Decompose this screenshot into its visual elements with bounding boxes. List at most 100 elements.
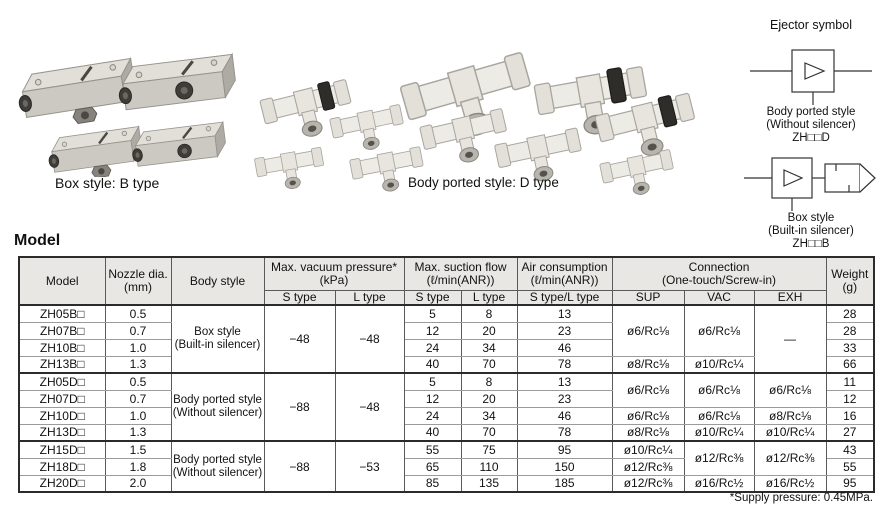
spec-cell: 43: [825, 440, 875, 459]
spec-cell: ø16/Rc½: [683, 474, 755, 493]
spec-cell: Box style (Built-in silencer): [170, 304, 265, 374]
spec-cell: 34: [460, 406, 518, 425]
spec-cell: 27: [825, 423, 875, 442]
spec-cell: 0.5: [104, 304, 172, 323]
box-style-photo: [8, 12, 243, 177]
spec-cell: ø10/Rc¼: [753, 423, 827, 442]
subcol-vac: VAC: [683, 289, 755, 306]
spec-table-body: ZH05B□ 0.5 Box style (Built-in silencer) −48…: [18, 304, 875, 493]
spec-cell: 0.7: [104, 389, 172, 408]
spec-cell: 13: [516, 304, 613, 323]
spec-cell: 28: [825, 304, 875, 323]
col-header-connection: Connection (One-touch/Screw-in): [611, 256, 827, 291]
col-header-air: Air consumption (ℓ/min(ANR)): [516, 256, 613, 291]
spec-cell: 55: [825, 457, 875, 476]
spec-cell: ø12/Rc⅜: [753, 440, 827, 476]
spec-cell: ø6/Rc⅛: [683, 372, 755, 408]
spec-cell: −88: [263, 372, 336, 442]
model-cell: ZH18D□: [18, 457, 106, 476]
model-section-heading: Model: [14, 232, 61, 249]
spec-cell: 24: [403, 406, 462, 425]
col-header-suction: Max. suction flow (ℓ/min(ANR)): [403, 256, 518, 291]
table-row: ZH05D□ 0.5 Body ported style (Without silen…: [18, 372, 875, 442]
spec-cell: 78: [516, 423, 613, 442]
spec-cell: 85: [403, 474, 462, 493]
spec-cell: −48: [334, 304, 405, 374]
spec-cell: ø6/Rc⅛: [611, 372, 685, 408]
table-row: ZH07B□ 0.7 12 20 23 28: [18, 321, 875, 340]
spec-cell: ø10/Rc¼: [611, 440, 685, 459]
spec-cell: ø8/Rc⅛: [611, 423, 685, 442]
model-cell: ZH10B□: [18, 338, 106, 357]
spec-cell: 1.0: [104, 338, 172, 357]
spec-cell: 0.7: [104, 321, 172, 340]
col-header-body-style: Body style: [170, 256, 265, 306]
spec-cell: ø6/Rc⅛: [683, 406, 755, 425]
model-cell: ZH13D□: [18, 423, 106, 442]
col-header-vacuum: Max. vacuum pressure* (kPa): [263, 256, 405, 291]
spec-cell: ø10/Rc¼: [683, 355, 755, 374]
spec-cell: Body ported style (Without silencer): [170, 440, 265, 493]
spec-cell: −48: [263, 304, 336, 374]
spec-cell: 1.5: [104, 440, 172, 459]
spec-cell: 12: [403, 321, 462, 340]
spec-cell: 150: [516, 457, 613, 476]
spec-cell: 46: [516, 406, 613, 425]
col-header-weight: Weight (g): [825, 256, 875, 306]
model-cell: ZH07B□: [18, 321, 106, 340]
spec-cell: 33: [825, 338, 875, 357]
body-ported-photo: [245, 38, 737, 203]
model-cell: ZH05D□: [18, 372, 106, 391]
spec-cell: 11: [825, 372, 875, 391]
table-row: ZH15D□ 1.5 Body ported style (Without silen…: [18, 440, 875, 493]
ejector-symbol-panel: Ejector symbol Body ported style (Withou…: [744, 18, 878, 251]
spec-cell: 28: [825, 321, 875, 340]
subcol-exh: EXH: [753, 289, 827, 306]
body-ported-product-image: [253, 51, 737, 203]
spec-table: Model Nozzle dia. (mm) Body style Max. va…: [18, 256, 876, 493]
spec-cell: 20: [460, 389, 518, 408]
ejector-symbol-title: Ejector symbol: [770, 18, 852, 32]
spec-cell: 70: [460, 423, 518, 442]
subcol-air-sl: S type/L type: [516, 289, 613, 306]
box-style-product-image: [8, 12, 243, 177]
spec-cell: ø6/Rc⅛: [611, 304, 685, 357]
spec-cell: 95: [516, 440, 613, 459]
spec-cell: 0.5: [104, 372, 172, 391]
spec-cell: ø12/Rc⅜: [683, 440, 755, 476]
spec-cell: 1.3: [104, 423, 172, 442]
spec-cell: ø8/Rc⅛: [611, 355, 685, 374]
spec-cell: 12: [825, 389, 875, 408]
subcol-vacuum-l: L type: [334, 289, 405, 306]
col-header-model: Model: [18, 256, 106, 306]
box-style-label: Box style: B type: [55, 175, 160, 191]
spec-cell: ø12/Rc⅜: [611, 457, 685, 476]
supply-pressure-footnote: *Supply pressure: 0.45MPa.: [729, 492, 873, 504]
model-cell: ZH05B□: [18, 304, 106, 323]
spec-cell: 65: [403, 457, 462, 476]
spec-cell: ø12/Rc⅜: [611, 474, 685, 493]
spec-cell: −53: [334, 440, 405, 493]
spec-cell: 5: [403, 304, 462, 323]
spec-cell: 110: [460, 457, 518, 476]
spec-cell: ø6/Rc⅛: [611, 406, 685, 425]
spec-cell: 2.0: [104, 474, 172, 493]
spec-cell: 20: [460, 321, 518, 340]
model-cell: ZH13B□: [18, 355, 106, 374]
model-cell: ZH10D□: [18, 406, 106, 425]
table-row: ZH10D□ 1.0 24 34 46 ø6/Rc⅛ ø6/Rc⅛ ø8/Rc⅛ 16: [18, 406, 875, 425]
spec-cell: ø10/Rc¼: [683, 423, 755, 442]
spec-cell: 8: [460, 372, 518, 391]
table-row: ZH05B□ 0.5 Box style (Built-in silencer) −48…: [18, 304, 875, 374]
model-cell: ZH20D□: [18, 474, 106, 493]
spec-cell: 55: [403, 440, 462, 459]
table-row: ZH18D□ 1.8 65 110 150 ø12/Rc⅜ 55: [18, 457, 875, 476]
subcol-suction-l: L type: [460, 289, 518, 306]
spec-cell: 1.3: [104, 355, 172, 374]
spec-cell: 12: [403, 389, 462, 408]
spec-cell: 23: [516, 321, 613, 340]
spec-cell: —: [753, 304, 827, 374]
model-cell: ZH07D□: [18, 389, 106, 408]
table-row: ZH20D□ 2.0 85 135 185 ø12/Rc⅜ ø16/Rc½ ø16/Rc½ 95: [18, 474, 875, 493]
model-cell: ZH15D□: [18, 440, 106, 459]
